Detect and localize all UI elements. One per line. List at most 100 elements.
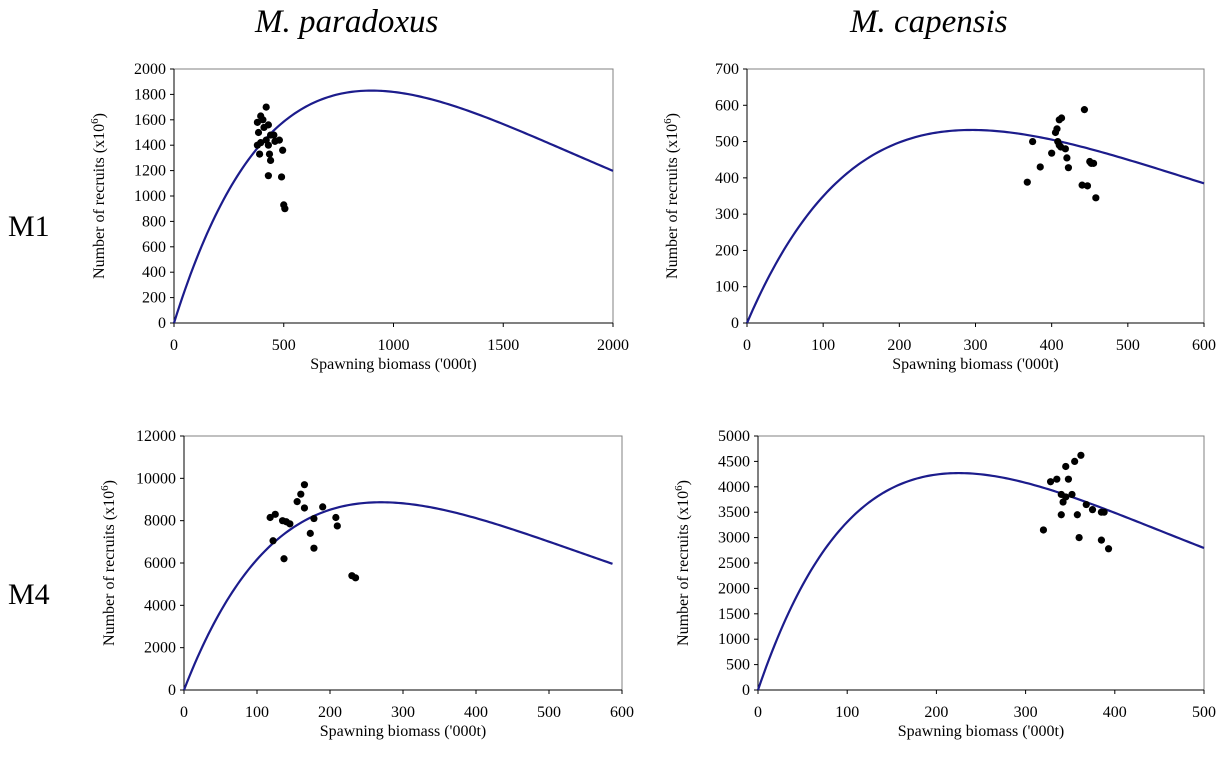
data-point: [1057, 114, 1066, 122]
data-point: [271, 510, 279, 518]
x-tick-label: 600: [610, 704, 634, 721]
data-point: [1088, 506, 1097, 514]
data-point: [1092, 194, 1100, 202]
data-point: [300, 504, 309, 512]
x-tick-label: 500: [1116, 337, 1140, 354]
fitted-curve: [756, 471, 1205, 691]
data-point: [260, 123, 268, 132]
y-tick-label: 400: [715, 170, 739, 187]
chart-2: 0 100 200 300 400 500 600 700 0 100 200 300 400 500 60…: [662, 61, 1216, 373]
column-title-capensis: M. capensis: [850, 4, 1008, 40]
data-point: [1063, 154, 1071, 162]
y-tick-label: 2500: [718, 555, 750, 572]
data-point: [1071, 457, 1079, 465]
data-point: [1078, 181, 1086, 189]
plot-area: [183, 435, 623, 691]
data-point: [1100, 508, 1108, 516]
y-tick-label: 600: [142, 239, 166, 256]
y-axis-label: Number of recruits (x106): [662, 113, 681, 279]
data-point: [1080, 106, 1089, 114]
x-tick-label: 300: [964, 337, 988, 354]
y-tick-label: 1400: [134, 137, 166, 154]
y-tick-label: 2000: [144, 640, 176, 657]
data-point: [1097, 536, 1106, 544]
y-tick-label: 200: [715, 242, 739, 259]
data-point: [264, 172, 272, 180]
data-point: [1062, 493, 1070, 501]
y-tick-label: 2000: [134, 61, 166, 78]
x-tick-label: 0: [170, 337, 178, 354]
y-tick-label: 4500: [718, 453, 750, 470]
y-tick-label: 6000: [144, 555, 176, 572]
y-tick-label: 5000: [718, 428, 750, 445]
x-tick-label: 300: [391, 704, 415, 721]
x-tick-label: 500: [1192, 704, 1216, 721]
x-tick-label: 200: [318, 704, 342, 721]
x-tick-label: 1000: [378, 337, 410, 354]
data-point: [253, 141, 262, 149]
x-axis-label: Spawning biomass ('000t): [898, 723, 1064, 740]
y-tick-label: 4000: [144, 597, 176, 614]
data-point: [275, 136, 283, 144]
fitted-curve: [172, 89, 614, 324]
data-point: [282, 518, 290, 526]
data-point: [1062, 462, 1070, 471]
data-point: [1073, 511, 1081, 519]
x-tick-label: 100: [245, 704, 269, 721]
data-point: [254, 128, 263, 137]
column-title-paradoxus: M. paradoxus: [255, 4, 439, 40]
y-tick-label: 0: [158, 315, 166, 332]
data-point: [1057, 511, 1065, 519]
x-tick-label: 2000: [597, 337, 629, 354]
data-point: [1083, 182, 1092, 190]
y-tick-label: 3500: [718, 504, 750, 521]
y-tick-label: 3000: [718, 530, 750, 547]
data-point: [1036, 163, 1044, 171]
y-axis-label: Number of recruits (x106): [673, 480, 692, 646]
x-axis-label: Spawning biomass ('000t): [310, 356, 476, 373]
x-tick-label: 0: [754, 704, 762, 721]
x-tick-label: 500: [537, 704, 561, 721]
data-point: [1064, 164, 1073, 172]
y-tick-label: 4000: [718, 479, 750, 496]
y-tick-label: 12000: [136, 428, 176, 445]
data-point: [259, 116, 267, 124]
data-point: [332, 513, 340, 522]
data-point: [293, 498, 301, 506]
data-point: [264, 141, 272, 149]
y-tick-label: 1600: [134, 112, 166, 129]
data-point: [333, 522, 341, 530]
x-tick-label: 100: [835, 704, 859, 721]
y-tick-label: 1800: [134, 86, 166, 103]
data-point: [1075, 534, 1083, 542]
data-point: [1046, 478, 1055, 486]
y-tick-label: 700: [715, 61, 739, 78]
y-tick-label: 2000: [718, 580, 750, 597]
data-point: [256, 150, 264, 158]
y-tick-label: 10000: [136, 470, 176, 487]
x-tick-label: 300: [1014, 704, 1038, 721]
chart-4: 0500100015002000250030003500400045005000…: [673, 428, 1216, 740]
data-point: [269, 537, 277, 545]
y-axis-label: Number of recruits (x106): [89, 113, 108, 279]
x-tick-label: 400: [1103, 704, 1127, 721]
data-point: [265, 150, 274, 158]
data-point: [351, 574, 360, 582]
data-point: [1089, 159, 1098, 167]
y-axis-label: Number of recruits (x106): [99, 480, 118, 646]
data-point: [279, 146, 287, 154]
y-tick-label: 200: [142, 290, 166, 307]
x-tick-label: 200: [924, 704, 948, 721]
x-tick-label: 100: [811, 337, 835, 354]
y-tick-label: 600: [715, 97, 739, 114]
data-point: [1104, 545, 1113, 553]
y-tick-label: 8000: [144, 513, 176, 530]
data-point: [1029, 137, 1037, 146]
plot-area: [746, 68, 1205, 324]
data-point: [1023, 178, 1031, 186]
y-tick-label: 500: [726, 657, 750, 674]
data-point: [1068, 490, 1076, 499]
y-tick-label: 0: [731, 315, 739, 332]
data-point: [1064, 475, 1073, 483]
